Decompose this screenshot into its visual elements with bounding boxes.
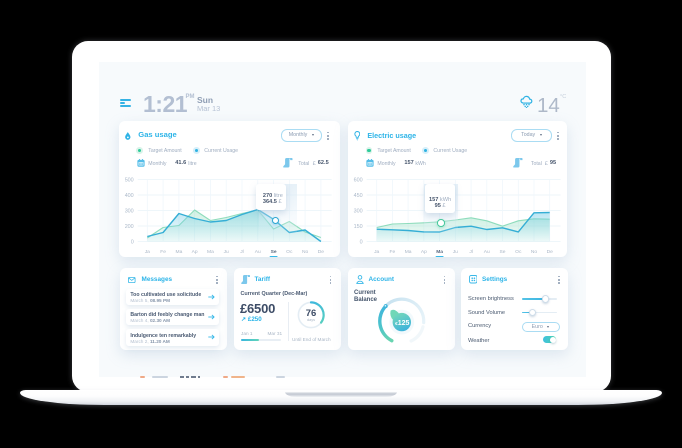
svg-text:200: 200 <box>125 224 134 230</box>
svg-text:Ap: Ap <box>421 249 427 255</box>
svg-text:Se: Se <box>271 249 277 255</box>
svg-text:Ap: Ap <box>192 249 198 255</box>
svg-text:0: 0 <box>131 240 134 246</box>
svg-text:No: No <box>531 249 538 255</box>
svg-text:500: 500 <box>125 178 134 184</box>
svg-text:450: 450 <box>354 193 363 199</box>
svg-text:400: 400 <box>125 193 134 199</box>
svg-text:€125: €125 <box>395 320 409 327</box>
svg-text:Au: Au <box>484 249 490 255</box>
svg-text:Ma: Ma <box>176 249 183 255</box>
svg-text:No: No <box>302 249 309 255</box>
svg-text:De: De <box>547 249 554 255</box>
svg-text:Fe: Fe <box>390 249 396 255</box>
svg-text:300: 300 <box>354 209 363 215</box>
svg-text:Ma: Ma <box>207 249 214 255</box>
svg-text:Se: Se <box>500 249 506 255</box>
svg-text:Ja: Ja <box>375 249 380 255</box>
svg-text:300: 300 <box>125 209 134 215</box>
svg-text:150: 150 <box>354 224 363 230</box>
svg-text:0: 0 <box>360 240 363 246</box>
svg-text:Jl: Jl <box>470 249 474 255</box>
svg-text:Ma: Ma <box>437 249 444 255</box>
svg-text:Ma: Ma <box>405 249 412 255</box>
svg-text:Au: Au <box>255 249 261 255</box>
svg-text:600: 600 <box>354 178 363 184</box>
svg-text:Ju: Ju <box>453 249 458 255</box>
svg-text:Ja: Ja <box>145 249 150 255</box>
svg-text:Fe: Fe <box>161 249 167 255</box>
svg-text:Jl: Jl <box>241 249 245 255</box>
svg-text:De: De <box>318 249 325 255</box>
svg-text:Oc: Oc <box>516 249 523 255</box>
svg-text:Ju: Ju <box>224 249 229 255</box>
svg-text:Oc: Oc <box>286 249 293 255</box>
